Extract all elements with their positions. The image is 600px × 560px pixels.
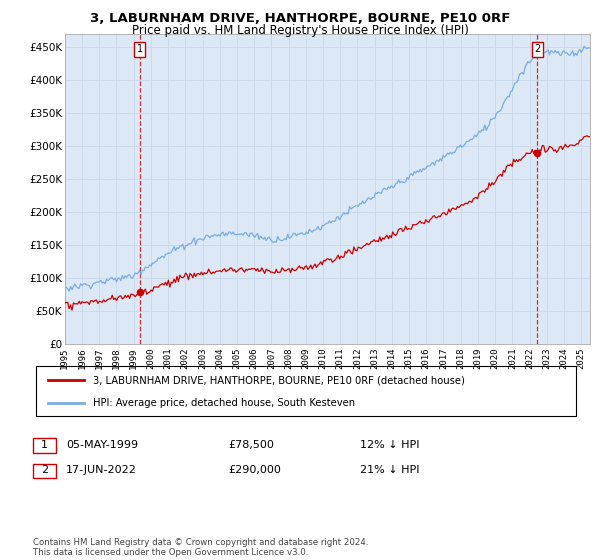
Text: £290,000: £290,000 (228, 465, 281, 475)
Text: 17-JUN-2022: 17-JUN-2022 (66, 465, 137, 475)
Text: £78,500: £78,500 (228, 440, 274, 450)
Text: 21% ↓ HPI: 21% ↓ HPI (360, 465, 419, 475)
Text: Contains HM Land Registry data © Crown copyright and database right 2024.
This d: Contains HM Land Registry data © Crown c… (33, 538, 368, 557)
Text: 12% ↓ HPI: 12% ↓ HPI (360, 440, 419, 450)
Text: 2: 2 (41, 465, 48, 475)
Point (135, 288, 145, 297)
Text: 2: 2 (535, 44, 541, 54)
Text: Price paid vs. HM Land Registry's House Price Index (HPI): Price paid vs. HM Land Registry's House … (131, 24, 469, 36)
Text: 3, LABURNHAM DRIVE, HANTHORPE, BOURNE, PE10 0RF: 3, LABURNHAM DRIVE, HANTHORPE, BOURNE, P… (90, 12, 510, 25)
Text: 1: 1 (41, 440, 48, 450)
Text: HPI: Average price, detached house, South Kesteven: HPI: Average price, detached house, Sout… (93, 398, 355, 408)
Text: 3, LABURNHAM DRIVE, HANTHORPE, BOURNE, PE10 0RF (detached house): 3, LABURNHAM DRIVE, HANTHORPE, BOURNE, P… (93, 375, 465, 385)
Point (533, 148, 542, 157)
Text: 1: 1 (137, 44, 143, 54)
Text: 05-MAY-1999: 05-MAY-1999 (66, 440, 138, 450)
